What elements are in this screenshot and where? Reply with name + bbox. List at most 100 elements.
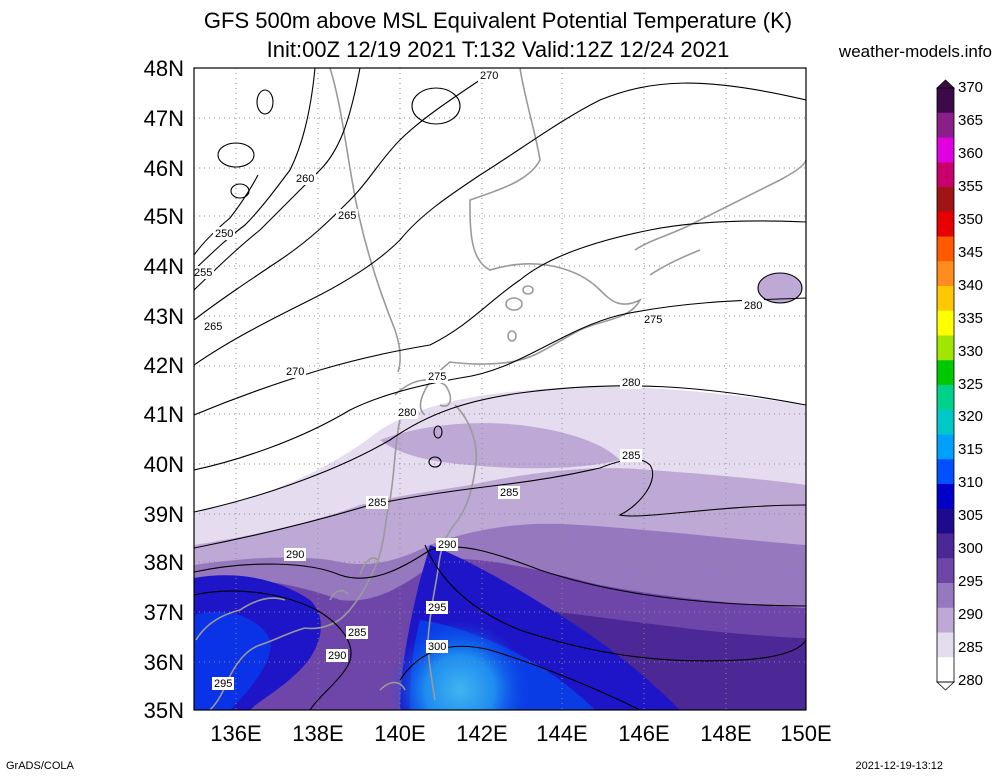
contour-label-285-east: 285 bbox=[622, 450, 640, 462]
colorbar-label: 370 bbox=[958, 79, 984, 96]
lat-label: 40N bbox=[143, 452, 184, 477]
lat-label: 45N bbox=[143, 204, 184, 229]
colorbar-label: 340 bbox=[958, 276, 984, 294]
contour-label-265-north: 265 bbox=[338, 210, 356, 222]
lat-label: 46N bbox=[143, 156, 184, 181]
contour-label-275-east: 275 bbox=[644, 314, 662, 326]
colorbar-label: 345 bbox=[958, 243, 984, 261]
colorbar-top-arrow bbox=[935, 79, 956, 89]
colorbar-swatch bbox=[937, 409, 954, 435]
site-label: weather-models.info bbox=[838, 42, 992, 61]
theta-e-shading bbox=[194, 68, 806, 710]
contour-label-290-central: 290 bbox=[438, 539, 456, 551]
colorbar-label: 365 bbox=[958, 111, 984, 129]
colorbar-swatch bbox=[937, 484, 954, 510]
contour-label-280-east: 280 bbox=[622, 377, 640, 389]
colorbar-swatch bbox=[937, 385, 954, 411]
lon-label: 142E bbox=[456, 721, 508, 746]
contour-lines bbox=[194, 68, 806, 710]
contour-label-265-west: 265 bbox=[204, 321, 222, 333]
lon-label: 146E bbox=[618, 721, 670, 746]
colorbar-swatch bbox=[937, 508, 954, 534]
contour-label-290-south: 290 bbox=[328, 650, 346, 662]
contour-label-280: 280 bbox=[398, 407, 416, 419]
contour-label-255: 255 bbox=[194, 267, 212, 279]
lon-label: 148E bbox=[700, 721, 752, 746]
colorbar-label: 315 bbox=[958, 441, 984, 459]
colorbar-label: 295 bbox=[958, 573, 984, 591]
lat-label: 35N bbox=[143, 698, 184, 723]
lat-label: 41N bbox=[143, 402, 184, 427]
colorbar-swatch bbox=[937, 236, 954, 262]
colorbar bbox=[935, 79, 956, 691]
colorbar-swatch bbox=[937, 583, 954, 609]
colorbar-label: 310 bbox=[958, 474, 984, 492]
colorbar-label: 325 bbox=[958, 375, 984, 393]
lon-label: 136E bbox=[210, 721, 262, 746]
lon-label: 140E bbox=[374, 721, 426, 746]
lat-label: 38N bbox=[143, 550, 184, 575]
contour-label-290-west: 290 bbox=[286, 549, 304, 561]
lat-label: 48N bbox=[143, 56, 184, 81]
colorbar-swatch bbox=[937, 434, 954, 460]
colorbar-label: 280 bbox=[958, 672, 984, 689]
contour-label-270-top: 270 bbox=[480, 70, 498, 82]
colorbar-swatch bbox=[937, 607, 954, 633]
colorbar-swatch bbox=[937, 558, 954, 584]
lat-label: 42N bbox=[143, 353, 184, 378]
colorbar-swatch bbox=[937, 187, 954, 213]
lon-label: 138E bbox=[292, 721, 344, 746]
colorbar-bottom-arrow bbox=[935, 681, 956, 691]
colorbar-swatch bbox=[937, 261, 954, 287]
colorbar-swatch bbox=[937, 310, 954, 336]
contour-label-270: 270 bbox=[286, 366, 304, 378]
colorbar-swatch bbox=[937, 137, 954, 163]
lat-label: 37N bbox=[143, 600, 184, 625]
colorbar-swatch bbox=[937, 211, 954, 237]
plot-frame bbox=[193, 67, 807, 711]
contour-label-285-west: 285 bbox=[368, 497, 386, 509]
contour-label-250: 250 bbox=[215, 228, 233, 240]
contour-label-300: 300 bbox=[428, 641, 446, 653]
contour-label-260: 260 bbox=[296, 173, 314, 185]
colorbar-label: 305 bbox=[958, 507, 984, 525]
map-title: GFS 500m above MSL Equivalent Potential … bbox=[203, 8, 793, 33]
colorbar-label: 355 bbox=[958, 177, 984, 195]
lat-label: 43N bbox=[143, 304, 184, 329]
colorbar-label: 290 bbox=[958, 606, 984, 624]
colorbar-label: 335 bbox=[958, 309, 984, 327]
colorbar-label: 320 bbox=[958, 408, 984, 426]
lat-label: 44N bbox=[143, 254, 184, 279]
contour-label-295: 295 bbox=[428, 602, 446, 614]
lat-label: 39N bbox=[143, 502, 184, 527]
colorbar-swatch bbox=[937, 112, 954, 138]
colorbar-swatch bbox=[937, 632, 954, 658]
colorbar-label: 350 bbox=[958, 210, 984, 228]
colorbar-swatch bbox=[937, 88, 954, 114]
lat-label: 47N bbox=[143, 106, 184, 131]
lon-label: 150E bbox=[780, 721, 832, 746]
colorbar-swatch bbox=[937, 533, 954, 559]
credit-label: GrADS/COLA bbox=[6, 760, 74, 772]
contour-label-285-south: 285 bbox=[348, 627, 366, 639]
colorbar-swatch bbox=[937, 360, 954, 386]
colorbar-label: 360 bbox=[958, 144, 984, 162]
colorbar-swatch bbox=[937, 657, 954, 683]
colorbar-label: 285 bbox=[958, 639, 984, 657]
colorbar-swatch bbox=[937, 286, 954, 312]
map-subtitle: Init:00Z 12/19 2021 T:132 Valid:12Z 12/2… bbox=[266, 37, 730, 62]
colorbar-swatch bbox=[937, 335, 954, 361]
colorbar-label: 300 bbox=[958, 540, 984, 558]
contour-label-275: 275 bbox=[428, 371, 446, 383]
colorbar-frame bbox=[936, 87, 955, 683]
lat-label: 36N bbox=[143, 650, 184, 675]
colorbar-label: 330 bbox=[958, 342, 984, 360]
contour-labels: 270 260 265 250 255 265 270 275 275 280 … bbox=[192, 69, 764, 690]
contour-label-295-south: 295 bbox=[214, 678, 232, 690]
lon-label: 144E bbox=[536, 721, 588, 746]
contour-label-285-central: 285 bbox=[500, 487, 518, 499]
colorbar-swatch bbox=[937, 162, 954, 188]
colorbar-swatch bbox=[937, 459, 954, 485]
contour-label-280-blob: 280 bbox=[744, 300, 762, 312]
